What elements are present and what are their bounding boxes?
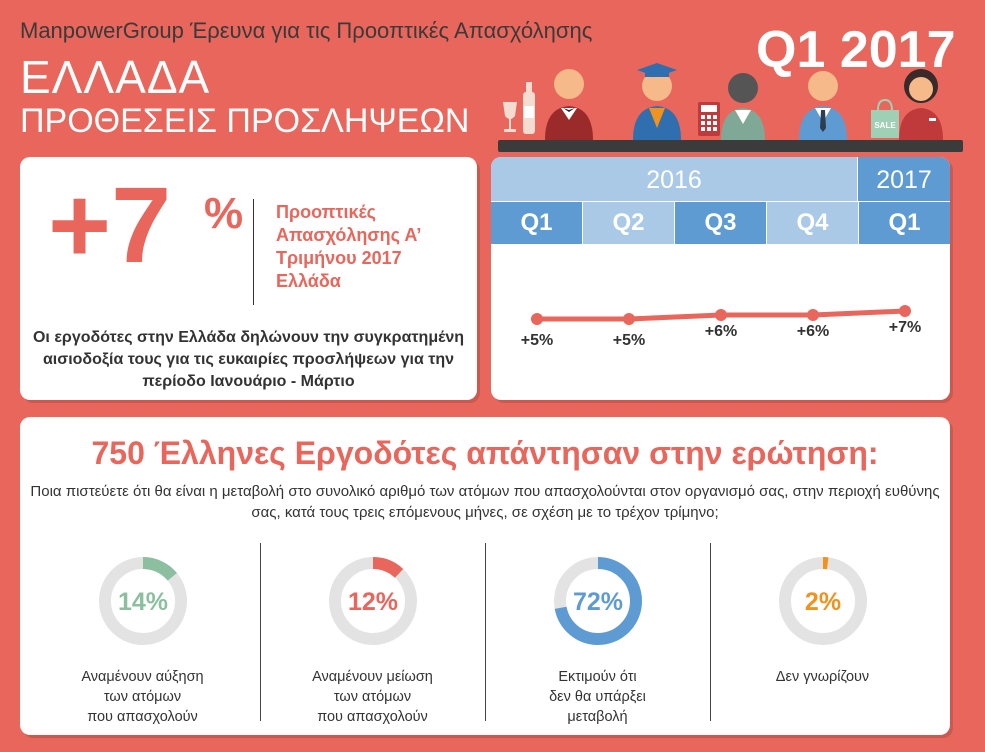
outlook-trend-chart: +5% +5% +6% +6% +7% [521,305,921,349]
trend-data-label: +6% [705,323,737,340]
sale-tag-text: SALE [874,121,896,130]
businessman-figure [799,71,847,140]
trend-data-label: +5% [613,332,645,349]
people-illustration: SALE [503,63,943,140]
survey-subtitle: ManpowerGroup Έρευνα για τις Προοπτικές … [20,18,593,43]
counter-bar [498,140,963,152]
outlook-label: Προοπτικές Απασχόλησης Α’ Τριμήνου 2017 … [276,202,421,292]
wine-bottle-icon [523,82,535,134]
quarter-cell-4: Q4 [767,202,858,244]
survey-card: 750 Έλληνες Εργοδότες απάντησαν στην ερώ… [20,417,950,735]
column-divider [260,543,261,721]
accountant-figure [721,73,765,140]
survey-question: Ποια πιστεύετε ότι θα είναι η μεταβολή σ… [30,483,940,522]
year-2016-header: 2016 [491,157,857,201]
column-divider [710,543,711,721]
outlook-summary: Οι εργοδότες στην Ελλάδα δηλώνουν την συ… [32,329,464,391]
quarter-cell-1: Q1 [491,202,582,244]
outlook-value: +7 [48,164,172,285]
quarter-cell-3: Q3 [675,202,766,244]
donut-column-dont-know: 2% Δεν γνωρίζουν [710,555,935,687]
donut-segment-increase [98,557,187,645]
donut-segment-dont-know [778,557,867,645]
trend-data-label: +7% [889,319,921,336]
donut-label-increase: Αναμένουν αύξηση των ατόμων που απασχολο… [81,669,204,725]
outlook-divider [253,199,254,305]
donut-value-dont-know: 2% [804,588,840,616]
donut-value-no-change: 72% [572,588,622,616]
column-divider [485,543,486,721]
quarter-cell-2: Q2 [583,202,674,244]
donut-chart-dont-know: 2% [778,557,867,645]
donut-chart-increase: 14% [98,557,187,645]
year-2017-header: 2017 [858,157,950,201]
trend-point [807,309,819,321]
donut-column-decrease: 12% Αναμένουν μείωση των ατόμων που απασ… [260,555,485,727]
page-title: ΕΛΛΑΔΑ [20,51,211,103]
shop-assistant-figure [899,69,943,140]
outlook-card: +7 % Προοπτικές Απασχόλησης Α’ Τριμήνου … [20,157,477,400]
donut-column-increase: 14% Αναμένουν αύξηση των ατόμων που απασ… [30,555,255,727]
donut-label-decrease: Αναμένουν μείωση των ατόμων που απασχολο… [312,669,433,725]
shopping-bag-icon: SALE [871,98,899,138]
trend-point [531,313,543,325]
trend-point [899,305,911,317]
donut-value-increase: 14% [117,588,167,616]
timeline-card: 2016 2017 Q1 Q2 Q3 Q4 Q1 +5% +5% +6% +6% +7% [491,157,950,400]
donut-label-no-change: Εκτιμούν ότι δεν θα υπάρξει μεταβολή [549,669,646,725]
year-header: 2016 2017 [491,157,950,201]
waiter-figure [545,69,593,140]
trend-data-label: +5% [521,332,553,349]
donut-column-no-change: 72% Εκτιμούν ότι δεν θα υπάρξει μεταβολή [485,555,710,727]
donut-value-decrease: 12% [347,588,397,616]
page-subtitle: ΠΡΟΘΕΣΕΙΣ ΠΡΟΣΛΗΨΕΩΝ [20,102,470,140]
donut-label-dont-know: Δεν γνωρίζουν [775,669,870,685]
wine-glass-icon [503,102,517,132]
trend-data-label: +6% [797,323,829,340]
donut-chart-decrease: 12% [328,557,417,645]
trend-point [715,309,727,321]
outlook-percent-sign: % [204,189,244,238]
calculator-icon [698,102,720,136]
graduate-figure [633,63,681,140]
donut-segment-decrease [328,557,417,645]
trend-point [623,313,635,325]
donut-chart-no-change: 72% [553,557,642,645]
quarter-cell-5: Q1 [859,202,950,244]
survey-title: 750 Έλληνες Εργοδότες απάντησαν στην ερώ… [91,435,879,471]
donut-segment-no-change [553,557,642,645]
